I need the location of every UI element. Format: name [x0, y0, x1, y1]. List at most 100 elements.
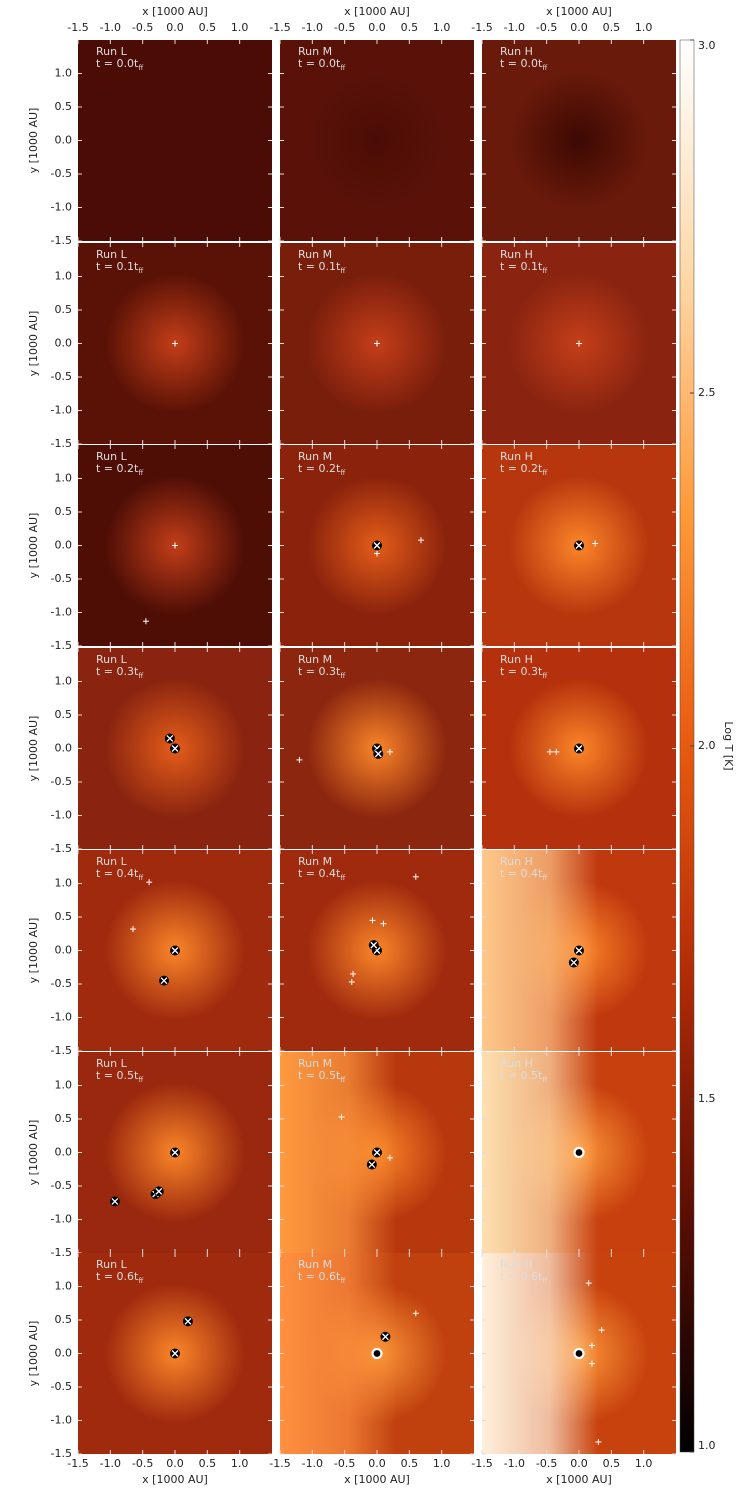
y-tick-label: -1.5	[51, 1044, 72, 1057]
map-panel: Run Mt = 0.5t ff	[279, 1052, 474, 1254]
x-tick-label: -1.0	[302, 1457, 323, 1470]
sink-particle	[170, 743, 180, 754]
y-tick-label: -1.0	[51, 606, 72, 619]
sink-particle	[573, 1146, 585, 1159]
map-panel: Run Ht = 0.0t ff	[481, 40, 676, 242]
y-tick-label: 1.0	[55, 675, 73, 688]
run-label: Run H	[500, 248, 533, 261]
run-label: Run M	[298, 1057, 332, 1070]
x-axis-title: x [1000 AU]	[546, 1473, 612, 1486]
y-tick-label: -1.0	[51, 1213, 72, 1226]
map-panel: Run Ht = 0.6t ff	[481, 1253, 676, 1455]
sink-particle	[170, 1147, 180, 1158]
x-tick-label: -1.5	[269, 21, 290, 34]
time-subscript: ff	[340, 469, 345, 477]
sink-particle	[592, 540, 599, 547]
sink-particle	[348, 978, 355, 985]
x-tick-label: 0.0	[368, 21, 386, 34]
x-tick-label: -1.0	[504, 21, 525, 34]
sink-particle	[574, 945, 584, 956]
sink-particle	[386, 748, 393, 755]
sink-particle	[412, 1310, 419, 1317]
x-axis-title: x [1000 AU]	[142, 1473, 208, 1486]
time-label: t = 0.4t	[298, 867, 341, 880]
y-axis-title: y [1000 AU]	[27, 918, 40, 984]
y-tick-label: -1.5	[51, 1447, 72, 1460]
x-tick-label: -1.0	[504, 1457, 525, 1470]
sink-particle	[182, 1316, 193, 1327]
sink-particle	[374, 550, 380, 557]
run-label: Run L	[96, 653, 128, 666]
run-label: Run H	[500, 1258, 533, 1271]
y-axis-title: y [1000 AU]	[27, 1321, 40, 1387]
time-label: t = 0.0t	[96, 57, 139, 70]
run-label: Run M	[298, 248, 332, 261]
sink-particle	[366, 1159, 377, 1170]
sink-particle	[417, 537, 424, 544]
y-tick-label: -1.5	[51, 639, 72, 652]
x-tick-label: 1.0	[433, 21, 451, 34]
time-label: t = 0.2t	[96, 462, 139, 475]
y-axis-title: y [1000 AU]	[27, 513, 40, 579]
sink-particle	[412, 873, 419, 880]
x-tick-label: -0.5	[132, 21, 153, 34]
map-panel: Run Lt = 0.2t ff	[77, 445, 272, 647]
time-subscript: ff	[138, 267, 143, 275]
map-panel: Run Mt = 0.0t ff	[279, 40, 474, 242]
y-tick-label: -0.5	[51, 167, 72, 180]
map-panel: Run Lt = 0.6t ff	[77, 1253, 272, 1455]
run-label: Run H	[500, 45, 533, 58]
x-axis-title: x [1000 AU]	[142, 5, 208, 18]
y-tick-label: 0.0	[55, 742, 73, 755]
run-label: Run L	[96, 1057, 128, 1070]
temperature-glow	[105, 70, 245, 211]
sink-particle	[159, 975, 170, 986]
y-tick-label: 0.0	[55, 337, 73, 350]
map-panel: Run Ht = 0.5t ff	[481, 1052, 676, 1254]
x-tick-label: -1.0	[100, 21, 121, 34]
temperature-glow	[307, 70, 447, 211]
y-tick-label: -1.5	[51, 437, 72, 450]
run-label: Run H	[500, 450, 533, 463]
time-subscript: ff	[542, 672, 547, 680]
sink-particle	[142, 618, 149, 625]
x-tick-label: 0.5	[603, 21, 621, 34]
y-tick-label: 1.0	[55, 472, 73, 485]
time-subscript: ff	[340, 672, 345, 680]
time-subscript: ff	[542, 874, 547, 882]
y-axis-title: y [1000 AU]	[27, 108, 40, 174]
time-subscript: ff	[138, 1277, 143, 1285]
run-label: Run L	[96, 248, 128, 261]
time-subscript: ff	[138, 469, 143, 477]
sink-particle	[588, 1360, 595, 1367]
sink-particle	[553, 748, 560, 755]
x-tick-label: -1.5	[471, 1457, 492, 1470]
colorbar-title: Log T [K]	[722, 721, 735, 770]
y-tick-label: 0.0	[55, 1347, 73, 1360]
sink-particle	[546, 748, 553, 755]
run-label: Run H	[500, 653, 533, 666]
time-subscript: ff	[340, 64, 345, 72]
time-label: t = 0.5t	[298, 1069, 341, 1082]
sink-particle	[338, 1113, 345, 1120]
y-tick-label: 1.0	[55, 877, 73, 890]
sink-particle	[172, 542, 178, 549]
run-label: Run L	[96, 450, 128, 463]
time-label: t = 0.4t	[500, 867, 543, 880]
sink-particle	[573, 1347, 585, 1360]
y-tick-label: 1.0	[55, 67, 73, 80]
run-label: Run H	[500, 855, 533, 868]
x-tick-label: -0.5	[334, 21, 355, 34]
y-tick-label: -0.5	[51, 1380, 72, 1393]
y-tick-label: -0.5	[51, 370, 72, 383]
x-tick-label: 0.5	[401, 1457, 419, 1470]
x-tick-label: 0.5	[199, 1457, 217, 1470]
sink-particle	[598, 1327, 605, 1334]
x-tick-label: 0.5	[603, 1457, 621, 1470]
y-tick-label: 0.0	[55, 134, 73, 147]
colorbar-tick-label: 1.0	[698, 1439, 716, 1452]
sink-particle	[170, 945, 180, 956]
y-tick-label: -0.5	[51, 977, 72, 990]
sink-particle	[576, 340, 582, 347]
x-tick-label: -1.0	[302, 21, 323, 34]
